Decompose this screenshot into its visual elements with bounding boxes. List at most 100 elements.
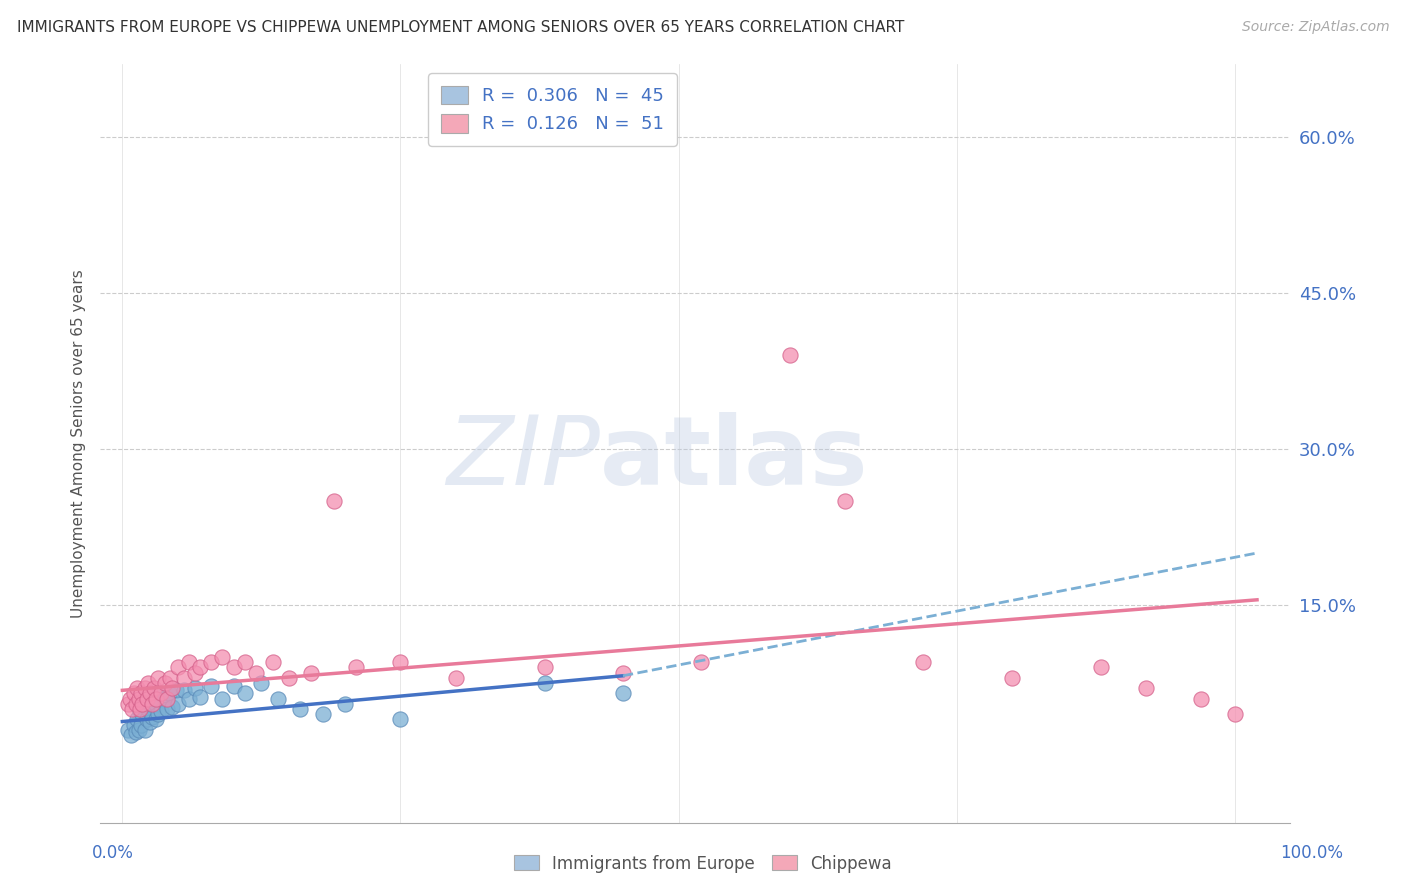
Point: [120, 691, 142, 706]
Point: [389, 655, 412, 669]
Point: [612, 665, 634, 680]
Point: [121, 702, 143, 716]
Point: [200, 679, 222, 693]
Point: [278, 671, 301, 685]
Point: [188, 690, 211, 704]
Point: [290, 702, 312, 716]
Point: [333, 697, 356, 711]
Point: [146, 707, 169, 722]
Point: [912, 655, 935, 669]
Point: [122, 686, 145, 700]
Point: [534, 660, 557, 674]
Point: [142, 681, 165, 696]
Point: [179, 655, 201, 669]
Point: [157, 686, 180, 700]
Point: [389, 713, 412, 727]
Point: [222, 679, 245, 693]
Point: [131, 697, 153, 711]
Point: [233, 655, 256, 669]
Point: [534, 676, 557, 690]
Point: [122, 717, 145, 731]
Point: [183, 665, 205, 680]
Point: [165, 683, 187, 698]
Point: [1090, 660, 1112, 674]
Point: [125, 725, 148, 739]
Point: [139, 697, 162, 711]
Point: [135, 691, 157, 706]
Point: [117, 723, 139, 737]
Point: [125, 713, 148, 727]
Point: [150, 704, 173, 718]
Point: [120, 728, 142, 742]
Point: [134, 723, 156, 737]
Point: [141, 710, 163, 724]
Point: [1223, 707, 1246, 722]
Point: [135, 691, 157, 706]
Text: 0.0%: 0.0%: [91, 844, 134, 862]
Point: [156, 702, 179, 716]
Point: [162, 681, 184, 696]
Point: [117, 697, 139, 711]
Point: [233, 686, 256, 700]
Point: [145, 691, 167, 706]
Point: [142, 691, 165, 706]
Point: [145, 697, 167, 711]
Point: [834, 494, 856, 508]
Text: 100.0%: 100.0%: [1279, 844, 1343, 862]
Point: [262, 655, 284, 669]
Point: [689, 655, 711, 669]
Point: [153, 691, 176, 706]
Text: Source: ZipAtlas.com: Source: ZipAtlas.com: [1241, 20, 1389, 34]
Point: [344, 660, 367, 674]
Point: [301, 665, 323, 680]
Point: [136, 676, 159, 690]
Point: [211, 650, 233, 665]
Point: [1189, 691, 1212, 706]
Point: [125, 697, 148, 711]
Point: [128, 702, 150, 716]
Point: [612, 686, 634, 700]
Point: [134, 697, 156, 711]
Text: ZIP: ZIP: [446, 412, 600, 506]
Point: [162, 700, 184, 714]
Text: IMMIGRANTS FROM EUROPE VS CHIPPEWA UNEMPLOYMENT AMONG SENIORS OVER 65 YEARS CORR: IMMIGRANTS FROM EUROPE VS CHIPPEWA UNEMP…: [17, 20, 904, 35]
Point: [245, 665, 267, 680]
Point: [222, 660, 245, 674]
Point: [173, 683, 195, 698]
Point: [1001, 671, 1024, 685]
Point: [188, 660, 211, 674]
Point: [129, 702, 152, 716]
Point: [173, 671, 195, 685]
Point: [129, 717, 152, 731]
Legend: R =  0.306   N =  45, R =  0.126   N =  51: R = 0.306 N = 45, R = 0.126 N = 51: [427, 73, 676, 146]
Point: [167, 660, 190, 674]
Point: [156, 691, 179, 706]
Point: [148, 686, 170, 700]
Point: [135, 713, 157, 727]
Point: [128, 691, 150, 706]
Point: [153, 676, 176, 690]
Point: [129, 686, 152, 700]
Point: [267, 691, 290, 706]
Point: [128, 723, 150, 737]
Point: [141, 697, 163, 711]
Point: [125, 681, 148, 696]
Point: [200, 655, 222, 669]
Point: [136, 702, 159, 716]
Y-axis label: Unemployment Among Seniors over 65 years: Unemployment Among Seniors over 65 years: [72, 269, 86, 618]
Point: [134, 681, 156, 696]
Point: [444, 671, 467, 685]
Legend: Immigrants from Europe, Chippewa: Immigrants from Europe, Chippewa: [508, 848, 898, 880]
Point: [139, 686, 162, 700]
Point: [779, 348, 801, 362]
Point: [145, 713, 167, 727]
Point: [211, 691, 233, 706]
Point: [250, 676, 273, 690]
Point: [1135, 681, 1157, 696]
Point: [131, 707, 153, 722]
Point: [139, 714, 162, 729]
Point: [159, 671, 181, 685]
Point: [146, 671, 169, 685]
Point: [322, 494, 344, 508]
Point: [179, 691, 201, 706]
